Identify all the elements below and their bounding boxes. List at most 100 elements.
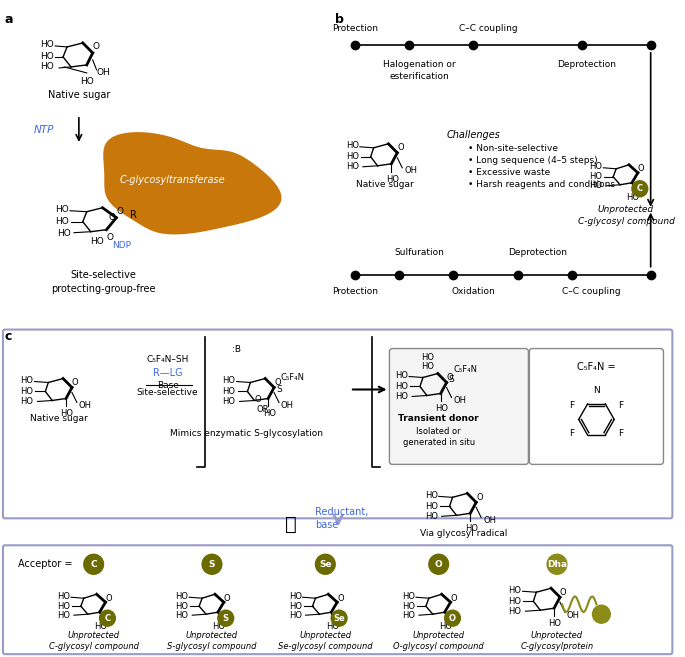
Text: Site-selective
protecting-group-free: Site-selective protecting-group-free xyxy=(51,269,155,294)
Text: Unprotected
C-glycosyl compound: Unprotected C-glycosyl compound xyxy=(577,205,675,225)
Text: O: O xyxy=(451,594,457,602)
Text: Base: Base xyxy=(157,380,179,390)
Text: C–C coupling: C–C coupling xyxy=(459,24,517,33)
Text: Se: Se xyxy=(334,614,345,623)
Text: HO: HO xyxy=(212,622,225,631)
Text: NTP: NTP xyxy=(34,125,54,135)
Text: HO: HO xyxy=(57,602,70,611)
Text: HO: HO xyxy=(175,592,188,600)
FancyBboxPatch shape xyxy=(389,349,528,464)
Text: NDP: NDP xyxy=(112,241,132,250)
Text: HO: HO xyxy=(21,387,34,396)
Text: F: F xyxy=(619,401,623,409)
Circle shape xyxy=(218,610,234,626)
Text: HO: HO xyxy=(464,524,477,533)
Text: O: O xyxy=(449,614,456,623)
Text: S: S xyxy=(276,385,282,394)
Text: HO: HO xyxy=(262,409,275,419)
Text: C: C xyxy=(104,614,110,623)
FancyBboxPatch shape xyxy=(3,545,673,654)
Text: N: N xyxy=(593,386,600,396)
Text: HO: HO xyxy=(402,611,415,620)
Text: Unprotected
C-glycosyl compound: Unprotected C-glycosyl compound xyxy=(49,631,138,651)
Text: C₅F₄N: C₅F₄N xyxy=(281,373,305,382)
Circle shape xyxy=(445,610,460,626)
Text: Site-selective: Site-selective xyxy=(137,388,199,397)
Text: Unprotected
Se-glycosyl compound: Unprotected Se-glycosyl compound xyxy=(278,631,373,651)
Text: Unprotected
O-glycosyl compound: Unprotected O-glycosyl compound xyxy=(393,631,484,651)
Text: O: O xyxy=(435,560,443,569)
Text: HO: HO xyxy=(40,53,54,61)
Text: F: F xyxy=(619,429,623,438)
Text: HO: HO xyxy=(175,602,188,611)
Text: O: O xyxy=(254,395,261,404)
Text: HO: HO xyxy=(395,382,408,391)
Text: O: O xyxy=(397,143,404,152)
Text: c: c xyxy=(5,330,12,342)
Text: HO: HO xyxy=(60,409,73,419)
Text: O: O xyxy=(105,594,112,602)
Text: C–C coupling: C–C coupling xyxy=(562,286,621,296)
Text: O: O xyxy=(116,207,123,216)
Text: Deprotection: Deprotection xyxy=(508,248,566,257)
Text: C-glycosyltransferase: C-glycosyltransferase xyxy=(120,175,225,185)
Circle shape xyxy=(99,610,115,626)
Text: OH: OH xyxy=(483,516,496,525)
Text: HO: HO xyxy=(508,586,521,595)
Text: HO: HO xyxy=(57,611,70,620)
Text: Se: Se xyxy=(319,560,332,569)
Text: HO: HO xyxy=(288,602,301,611)
Text: • Excessive waste: • Excessive waste xyxy=(469,168,551,177)
Circle shape xyxy=(547,555,567,574)
Text: HO: HO xyxy=(223,397,236,406)
Text: C₅F₄N: C₅F₄N xyxy=(453,365,477,374)
Text: HO: HO xyxy=(223,387,236,396)
Text: OH: OH xyxy=(567,611,580,620)
Text: HO: HO xyxy=(40,62,54,72)
Text: HO: HO xyxy=(589,162,602,171)
Text: HO: HO xyxy=(288,592,301,600)
Circle shape xyxy=(316,555,335,574)
Text: O: O xyxy=(337,594,344,602)
Text: HO: HO xyxy=(626,193,639,202)
Text: O: O xyxy=(476,493,483,502)
Circle shape xyxy=(429,555,449,574)
Text: HO: HO xyxy=(402,602,415,611)
Text: O: O xyxy=(560,588,566,597)
Text: HO: HO xyxy=(175,611,188,620)
Text: HO: HO xyxy=(57,592,70,600)
Text: • Long sequence (4–5 steps): • Long sequence (4–5 steps) xyxy=(469,156,598,165)
Text: HO: HO xyxy=(346,162,359,171)
Text: Oxidation: Oxidation xyxy=(451,286,495,296)
Text: HO: HO xyxy=(386,175,399,184)
Text: HO: HO xyxy=(589,172,602,181)
Text: HO: HO xyxy=(80,77,94,86)
Text: F: F xyxy=(569,401,575,409)
Text: C₅F₄N–SH: C₅F₄N–SH xyxy=(147,355,189,363)
Text: HO: HO xyxy=(402,592,415,600)
Text: Unprotected
S-glycosyl compound: Unprotected S-glycosyl compound xyxy=(167,631,257,651)
Circle shape xyxy=(632,181,648,196)
Text: HO: HO xyxy=(21,376,34,385)
Text: OH: OH xyxy=(79,401,92,410)
Text: HO: HO xyxy=(40,41,54,49)
Text: F: F xyxy=(569,429,575,438)
Text: Protection: Protection xyxy=(332,24,378,33)
Text: HO: HO xyxy=(346,152,359,162)
Text: a: a xyxy=(5,13,14,26)
Text: Isolated or: Isolated or xyxy=(416,428,461,436)
Text: HO: HO xyxy=(55,205,69,214)
Text: O: O xyxy=(638,164,645,173)
Text: O: O xyxy=(224,594,230,602)
Text: HO: HO xyxy=(223,376,236,385)
Text: C: C xyxy=(637,184,643,193)
Text: :B: :B xyxy=(232,345,240,354)
Text: O: O xyxy=(72,378,79,387)
Text: Deprotection: Deprotection xyxy=(557,60,616,69)
Text: • Non-site-selective: • Non-site-selective xyxy=(469,144,558,153)
Text: HO: HO xyxy=(589,181,602,191)
Text: R: R xyxy=(130,210,137,219)
Text: Acceptor =: Acceptor = xyxy=(18,559,72,569)
Text: HO: HO xyxy=(421,362,434,371)
Text: HO: HO xyxy=(508,597,521,606)
